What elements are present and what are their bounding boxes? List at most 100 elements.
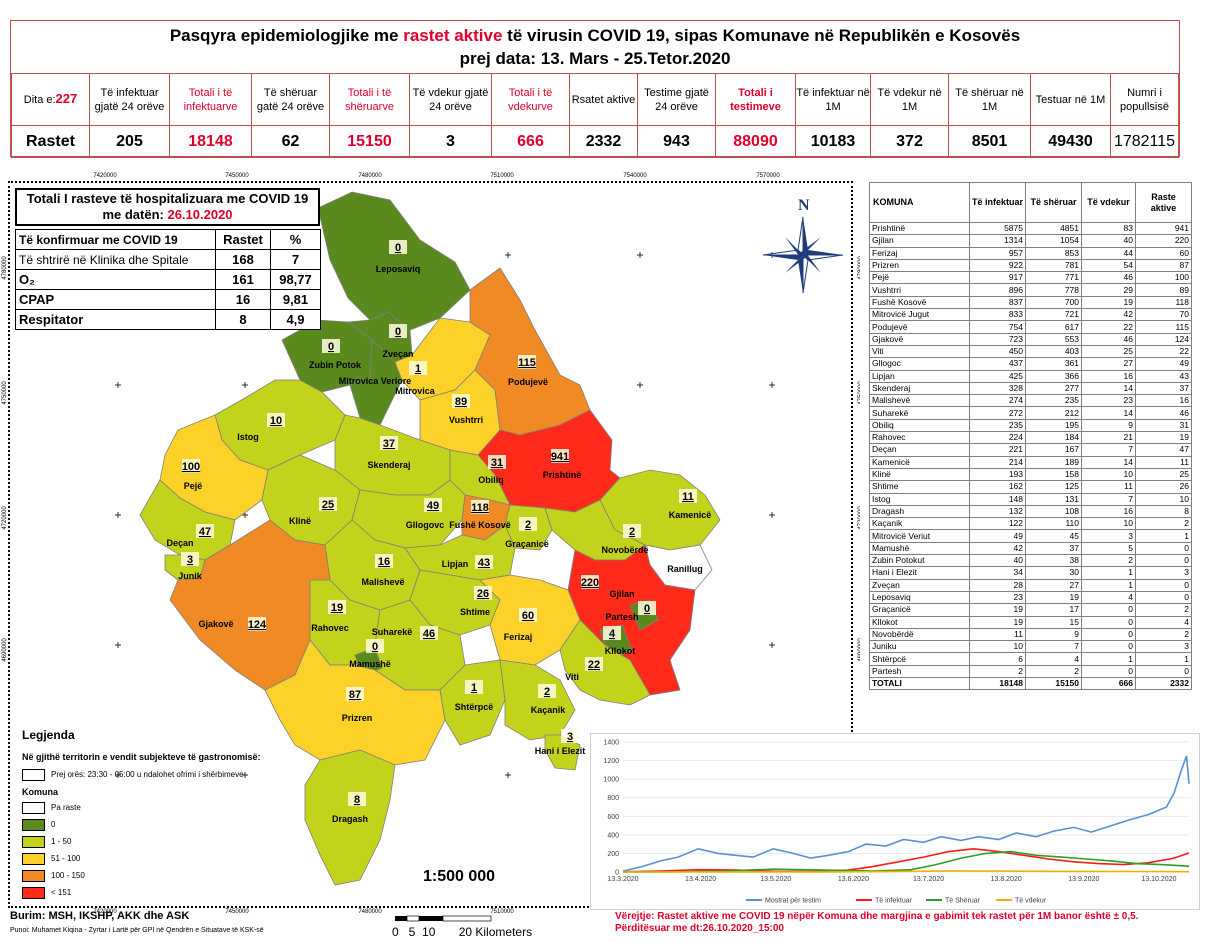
- scale-bar: [395, 915, 492, 922]
- muni-name: Prishtinë: [543, 470, 582, 480]
- muni-value-bg: [389, 240, 407, 254]
- table-cell: 553: [1025, 332, 1082, 346]
- bottom-coordinates: 7420000 7450000 7480000 7510000: [93, 909, 514, 915]
- muni-value: 4: [609, 628, 616, 640]
- table-cell: 16: [1081, 369, 1136, 383]
- table-cell: 46: [1081, 271, 1136, 285]
- table-cell: 44: [1081, 246, 1136, 260]
- muni-value-bg: [346, 687, 364, 701]
- table-cell: 31: [1135, 418, 1192, 433]
- stat-label-5: Totali i të vdekurve: [491, 73, 570, 126]
- table-row: Mitrovicë Jugut 833 721 42 70: [869, 308, 1192, 322]
- legend-swatch: [22, 852, 45, 865]
- table-row: Skenderaj 328 277 14 37: [869, 381, 1192, 396]
- legend-item: Pa raste: [22, 799, 322, 816]
- legend-item: 1 - 50: [22, 833, 322, 850]
- muni-value: 10: [270, 415, 282, 427]
- table-cell: 108: [1025, 504, 1082, 519]
- table-total-cell: 666: [1081, 676, 1136, 691]
- table-cell: 125: [1025, 480, 1082, 494]
- table-cell: 2: [969, 664, 1026, 678]
- table-cell: 3: [1135, 640, 1192, 654]
- stat-label-10: Të vdekur në 1M: [870, 73, 949, 126]
- table-row: Rahovec 224 184 21 19: [869, 431, 1192, 445]
- muni-value: 25: [322, 499, 334, 511]
- table-cell: 941: [1135, 221, 1192, 236]
- muni-value: 124: [248, 619, 267, 631]
- muni-name: Zubin Potok: [309, 360, 362, 370]
- table-cell: 922: [969, 258, 1026, 273]
- muni-value-bg: [248, 617, 266, 631]
- muni-value-bg: [366, 639, 384, 653]
- table-cell: 5: [1081, 541, 1136, 556]
- table-cell: 700: [1025, 295, 1082, 310]
- table-row: Gjakovë 723 553 46 124: [869, 332, 1192, 346]
- table-cell: 34: [969, 566, 1026, 580]
- hospital-cell-label: Respitator: [15, 309, 216, 330]
- table-cell: 37: [1025, 541, 1082, 556]
- table-cell: 328: [969, 381, 1026, 396]
- table-cell: Gjakovë: [869, 332, 970, 346]
- table-cell: 11: [969, 627, 1026, 642]
- table-cell: 4: [1135, 615, 1192, 629]
- table-cell: 189: [1025, 455, 1082, 469]
- legend-item: 51 - 100: [22, 850, 322, 867]
- table-cell: 1054: [1025, 234, 1082, 248]
- hospital-cell-pct: 9,81: [270, 289, 321, 310]
- hospital-date: 26.10.2020: [167, 207, 233, 222]
- table-cell: 37: [1135, 381, 1192, 396]
- muni-name: Dragash: [332, 814, 368, 824]
- legend-title: Legjenda: [22, 728, 75, 742]
- muni-name: Ferizaj: [504, 632, 533, 642]
- day-value: 227: [55, 91, 78, 106]
- table-cell: 26: [1135, 480, 1192, 494]
- chart-y-tick: 600: [607, 814, 619, 821]
- table-row: Deçan 221 167 7 47: [869, 443, 1192, 457]
- table-cell: 2: [1135, 627, 1192, 642]
- muni-value: 47: [199, 526, 211, 538]
- table-cell: 3: [1081, 529, 1136, 543]
- table-cell: Graçanicë: [869, 603, 970, 617]
- table-cell: 40: [1081, 234, 1136, 248]
- coord-top: 7540000: [623, 173, 647, 179]
- table-cell: 437: [969, 357, 1026, 371]
- title-part2: të virusin COVID 19, sipas Komunave në R…: [507, 26, 1021, 45]
- note-text: Vërejtje: Rastet aktive me COVID 19 nëpë…: [615, 911, 1139, 922]
- hospital-cell-label: Të shtrirë në Klinika dhe Spitale: [15, 249, 216, 270]
- muni-peje[interactable]: [159, 414, 269, 521]
- table-cell: 4851: [1025, 221, 1082, 236]
- stat-label-13: Numri i popullsisë: [1110, 73, 1179, 126]
- muni-value: 2: [629, 526, 635, 538]
- table-total-row: TOTALI 18148 15150 666 2332: [869, 676, 1192, 691]
- muni-shterpce[interactable]: [439, 659, 506, 746]
- muni-hani-i-elezit[interactable]: [544, 734, 581, 771]
- muni-name: Novobërdë: [601, 545, 648, 555]
- muni-name: Lipjan: [442, 559, 469, 569]
- table-cell: 721: [1025, 308, 1082, 322]
- muni-name: Partesh: [605, 612, 638, 622]
- muni-value-bg: [420, 626, 438, 640]
- muni-value-bg: [348, 792, 366, 806]
- table-header-row: KOMUNA Të infektuar Të shëruar Të vdekur Ras…: [869, 182, 1192, 223]
- table-cell: 10: [1135, 492, 1192, 506]
- muni-leposaviq[interactable]: [317, 191, 471, 331]
- legend: Legjenda Në gjithë territorin e vendit s…: [22, 728, 322, 901]
- table-cell: 110: [1025, 517, 1082, 531]
- legend-item: 100 - 150: [22, 867, 322, 884]
- day-label-cell: Dita e:227: [11, 73, 90, 126]
- table-cell: 7: [1081, 443, 1136, 457]
- muni-dragash[interactable]: [304, 749, 396, 886]
- table-cell: 38: [1025, 554, 1082, 568]
- table-header-cell: Raste aktive: [1135, 182, 1192, 223]
- muni-value: 1: [471, 682, 477, 694]
- table-cell: 425: [969, 369, 1026, 383]
- table-cell: Partesh: [869, 664, 970, 678]
- muni-kacanik[interactable]: [499, 659, 576, 741]
- table-total-cell: 15150: [1025, 676, 1082, 691]
- table-cell: 896: [969, 283, 1026, 297]
- legend-swatch: [22, 801, 45, 814]
- table-row: Gllogoc 437 361 27 49: [869, 357, 1192, 371]
- muni-value: 16: [378, 556, 390, 568]
- table-cell: Skenderaj: [869, 381, 970, 396]
- muni-viti[interactable]: [559, 619, 651, 706]
